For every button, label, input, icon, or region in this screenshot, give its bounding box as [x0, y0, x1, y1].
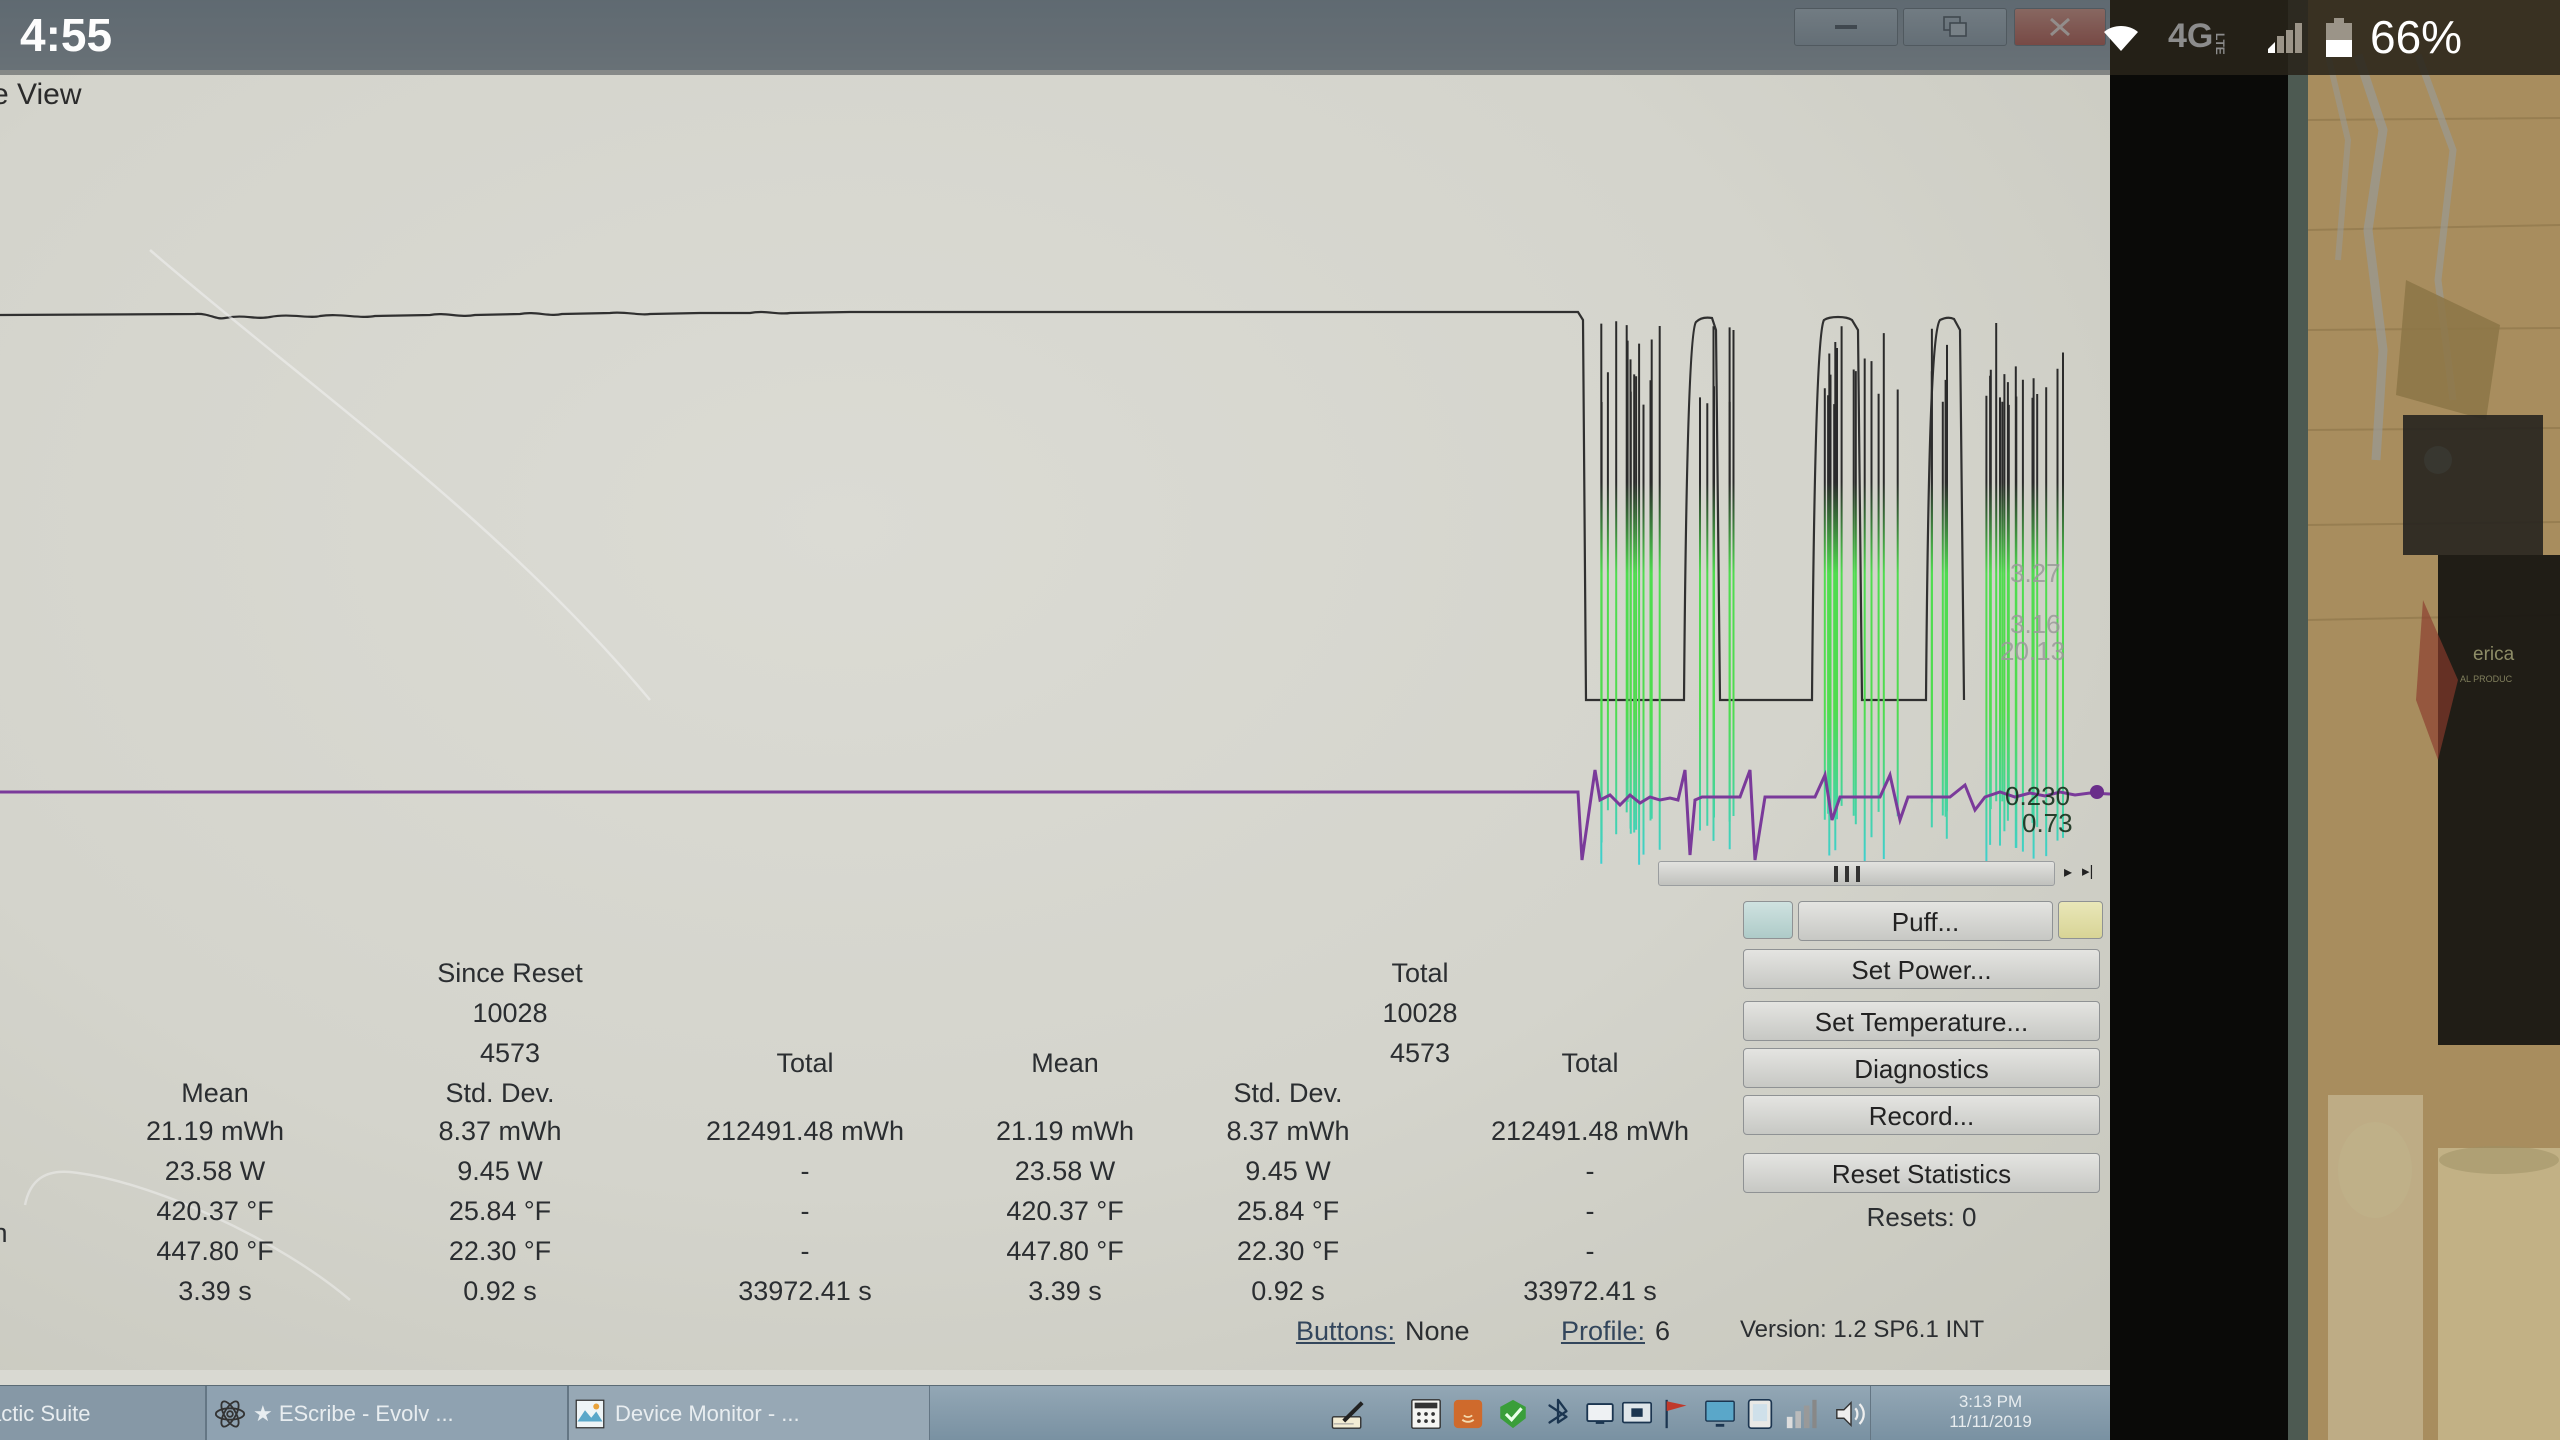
svg-text:20.13: 20.13 — [2000, 636, 2065, 666]
svg-text:erica: erica — [2473, 644, 2515, 665]
svg-text:3.16: 3.16 — [2010, 609, 2061, 639]
svg-text:0.73: 0.73 — [2022, 808, 2073, 838]
svg-text:4G: 4G — [2168, 17, 2213, 55]
svg-text:3.27: 3.27 — [2010, 558, 2061, 588]
svg-text:AL PRODUC: AL PRODUC — [2460, 674, 2513, 684]
svg-text:0.230: 0.230 — [2005, 781, 2070, 811]
svg-text:LTE: LTE — [2213, 33, 2227, 55]
